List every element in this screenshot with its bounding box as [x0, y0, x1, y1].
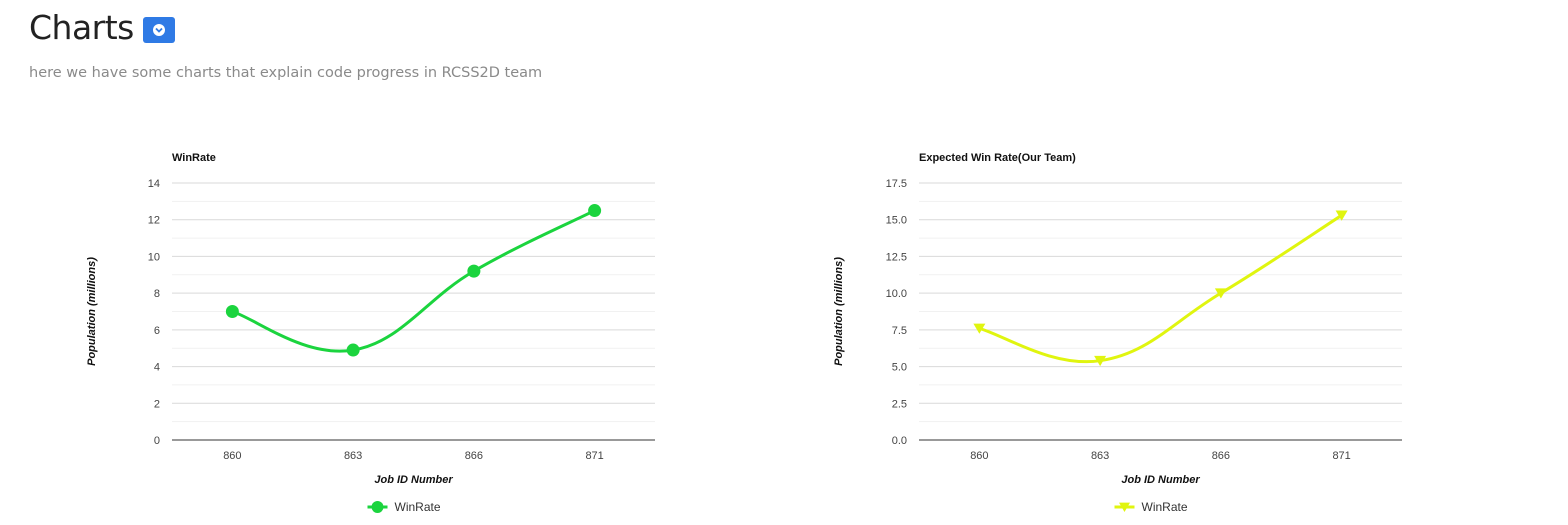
x-tick-label: 866 [465, 450, 483, 462]
x-tick-label: 871 [1332, 450, 1350, 462]
y-tick-label: 14 [148, 178, 160, 190]
y-tick-label: 8 [154, 288, 160, 300]
y-tick-label: 15.0 [886, 215, 907, 227]
y-axis-label: Population (millions) [86, 257, 98, 366]
x-axis-label: Job ID Number [1121, 474, 1200, 486]
data-point [225, 305, 239, 318]
data-point [973, 323, 986, 334]
x-tick-label: 871 [585, 450, 603, 462]
y-tick-label: 4 [154, 362, 160, 374]
data-point [467, 264, 481, 278]
chart-title: Expected Win Rate(Our Team) [919, 152, 1076, 164]
data-point [1094, 355, 1107, 367]
y-tick-label: 2.5 [892, 398, 907, 410]
legend-label: WinRate [1142, 500, 1188, 514]
legend-marker [371, 501, 384, 513]
legend-marker [1119, 502, 1130, 512]
page-title: Charts [29, 8, 134, 47]
data-point [1214, 288, 1227, 299]
y-tick-label: 0 [154, 435, 160, 447]
data-point [1335, 210, 1348, 221]
x-tick-label: 866 [1212, 450, 1230, 462]
series-line [978, 214, 1343, 364]
y-tick-label: 2 [154, 398, 160, 410]
expected-winrate-chart: 0.0 2.5 5.0 7.5 10.0 12.5 15.0 17.5 860 863 866 871… [833, 152, 1402, 514]
x-tick-label: 863 [344, 450, 362, 462]
y-tick-label: 6 [154, 325, 160, 337]
y-tick-label: 7.5 [892, 325, 907, 337]
winrate-chart: 0 2 4 6 8 10 12 14 860 863 866 871 WinRate Job ID Num… [86, 152, 655, 514]
y-tick-label: 12 [148, 215, 160, 227]
y-tick-label: 10.0 [886, 288, 907, 300]
page-subtitle: here we have some charts that explain co… [29, 65, 543, 81]
y-tick-label: 10 [148, 251, 160, 263]
y-tick-label: 12.5 [886, 251, 907, 263]
x-tick-label: 860 [970, 450, 988, 462]
title-row: Charts [29, 8, 542, 47]
chevron-down-icon [152, 23, 165, 36]
series-line [231, 209, 596, 353]
legend-label: WinRate [395, 500, 441, 514]
chart-title: WinRate [172, 152, 216, 164]
x-axis-label: Job ID Number [374, 474, 453, 486]
data-point [588, 204, 602, 218]
toggle-charts-button[interactable] [142, 16, 175, 43]
y-axis-label: Population (millions) [833, 257, 845, 366]
y-tick-label: 5.0 [892, 362, 907, 374]
y-tick-label: 17.5 [886, 178, 907, 190]
x-tick-label: 860 [223, 450, 241, 462]
y-tick-label: 0.0 [892, 435, 907, 447]
data-point [346, 343, 360, 357]
x-tick-label: 863 [1091, 450, 1109, 462]
page-header: Charts here we have some charts that exp… [29, 8, 542, 81]
